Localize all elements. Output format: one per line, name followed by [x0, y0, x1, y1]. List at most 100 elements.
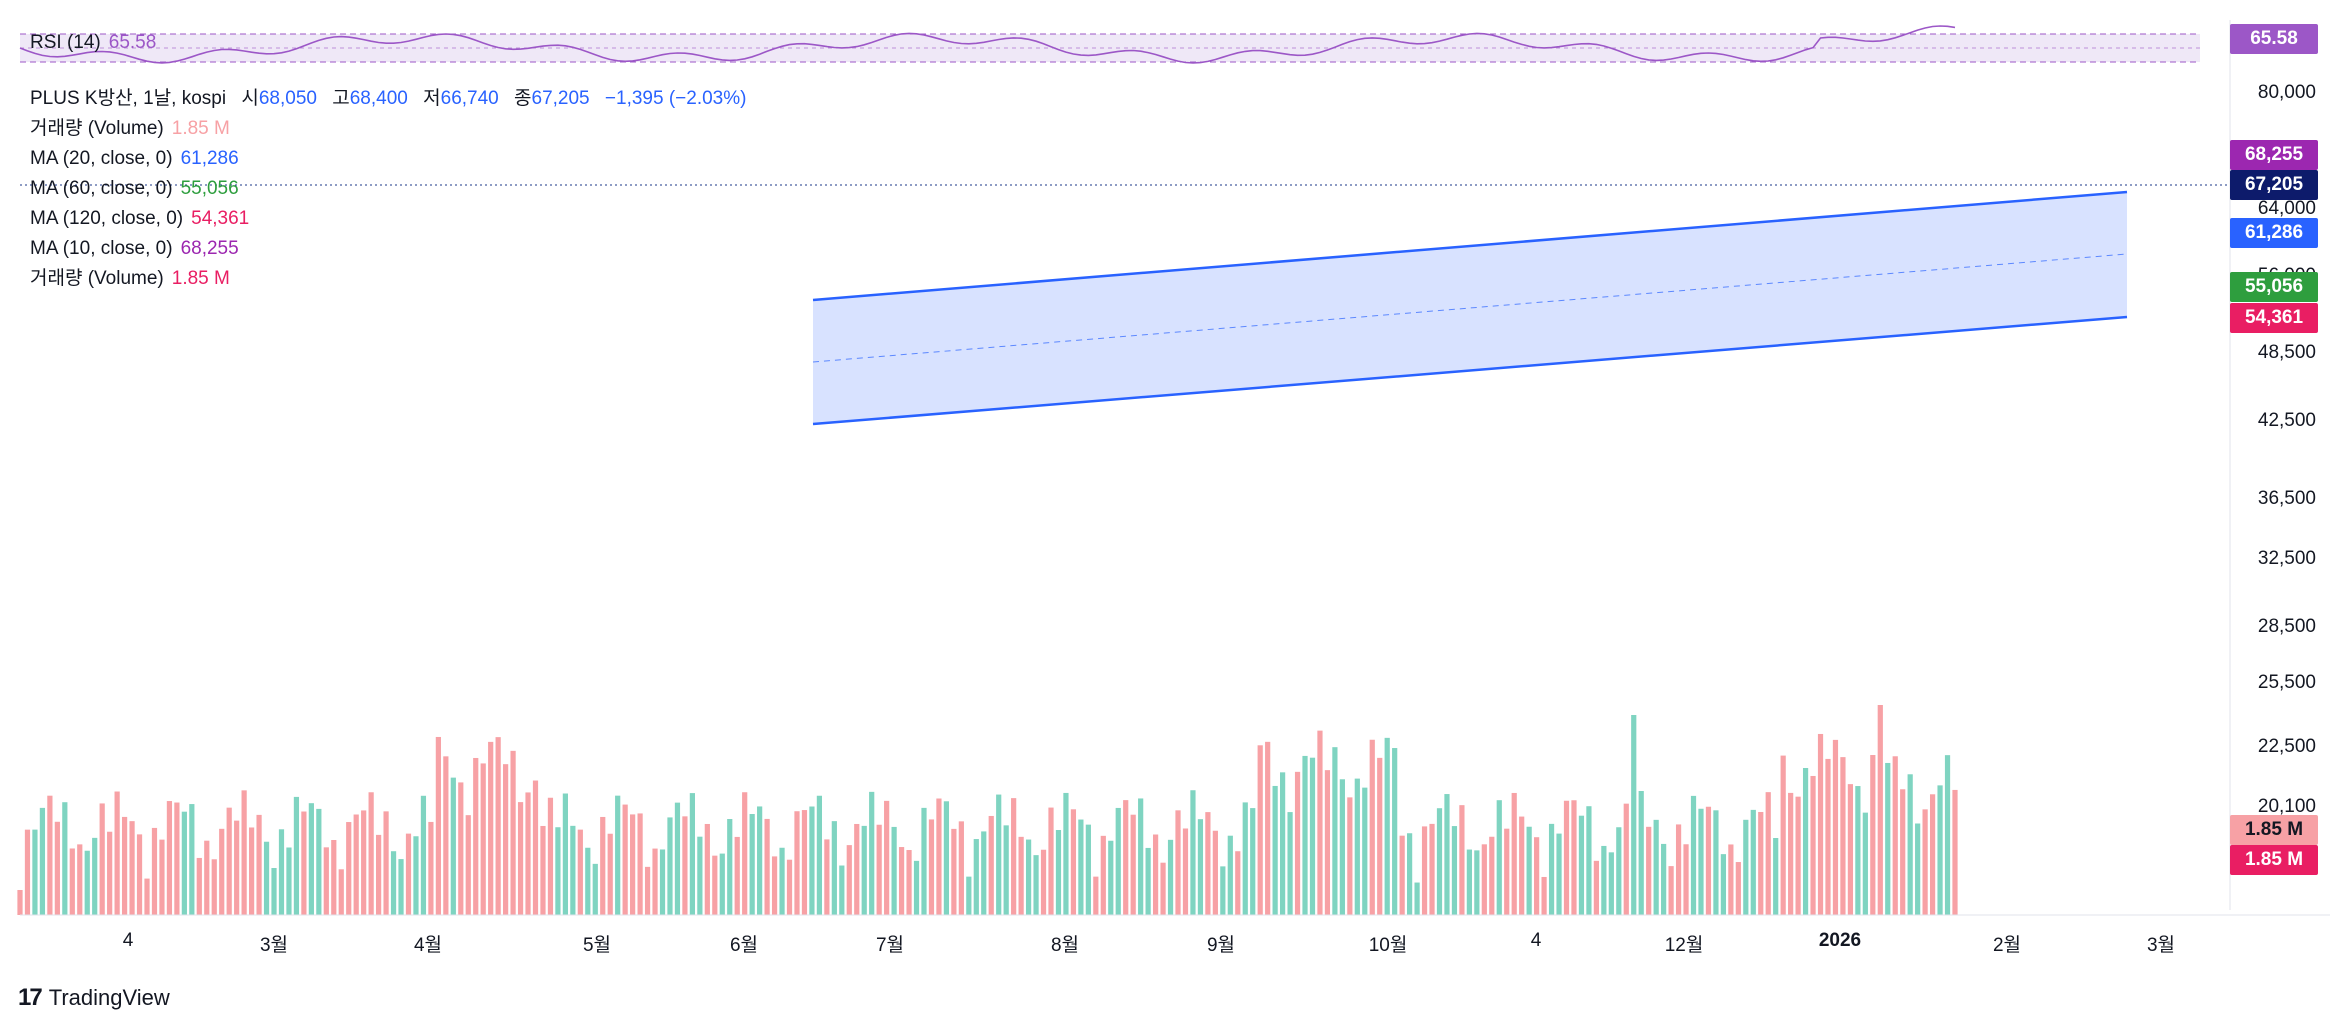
indicator-ma-120[interactable]: MA (120, close, 0) 54,361	[30, 204, 746, 234]
volume-bar	[592, 863, 598, 915]
volume-bar	[405, 833, 412, 915]
volume-bar	[1250, 808, 1256, 915]
indicator-label: MA (20, close, 0)	[30, 148, 173, 169]
volume-bar	[316, 808, 322, 915]
volume-bar	[981, 831, 987, 915]
indicator-ma-10[interactable]: MA (10, close, 0) 68,255	[30, 234, 746, 264]
volume-bar	[1810, 775, 1816, 915]
indicator-label: 거래량 (Volume)	[30, 118, 164, 139]
volume-bar	[958, 821, 964, 915]
volume-bar	[435, 736, 441, 915]
indicator-volume-1[interactable]: 거래량 (Volume) 1.85 M	[30, 114, 746, 144]
volume-bar	[144, 878, 150, 915]
volume-bar	[622, 804, 628, 915]
volume-bar	[570, 825, 576, 915]
volume-bar	[719, 853, 725, 915]
time-tick: 3월	[2146, 935, 2176, 956]
volume-bar	[1496, 800, 1502, 915]
volume-bar	[1257, 745, 1263, 915]
volume-bar	[966, 876, 972, 915]
volume-bar	[1085, 824, 1091, 915]
volume-bar	[204, 840, 210, 915]
volume-bar	[1466, 849, 1472, 915]
volume-bar	[1735, 862, 1741, 915]
volume-bar	[607, 833, 613, 915]
volume-bar	[1489, 836, 1495, 915]
volume-bar	[794, 811, 800, 915]
volume-bar	[458, 782, 464, 915]
volume-bar	[1362, 787, 1368, 915]
volume-bar	[129, 821, 135, 915]
volume-bar	[1847, 784, 1854, 915]
volume-bar	[39, 807, 46, 915]
volume-bar	[99, 803, 105, 915]
indicator-volume-2[interactable]: 거래량 (Volume) 1.85 M	[30, 264, 746, 294]
volume-bar	[1870, 755, 1876, 915]
volume-bar	[637, 813, 643, 915]
indicator-value: 61,286	[180, 148, 239, 169]
volume-bar	[1952, 789, 1958, 915]
volume-bar	[196, 857, 202, 915]
volume-bar	[1070, 809, 1077, 915]
volume-bar	[1616, 827, 1622, 915]
volume-bar	[973, 839, 979, 915]
price-tick: 20,100	[2257, 796, 2316, 817]
indicator-ma-20[interactable]: MA (20, close, 0) 61,286	[30, 144, 746, 174]
volume-bar	[996, 794, 1002, 915]
volume-bar	[151, 827, 158, 915]
volume-bar	[1915, 823, 1921, 915]
volume-bar	[1369, 739, 1375, 915]
volume-bar	[1354, 778, 1360, 915]
time-tick: 4	[1530, 930, 1542, 951]
volume-bar	[1504, 828, 1510, 915]
indicator-ma-60[interactable]: MA (60, close, 0) 55,056	[30, 174, 746, 204]
volume-bar	[1220, 866, 1226, 915]
volume-value-badge: 1.85 M	[2230, 815, 2318, 845]
volume-bar	[166, 801, 173, 915]
volume-bar	[1892, 756, 1898, 915]
volume-bar	[443, 756, 449, 915]
volume-bar	[1324, 770, 1331, 915]
close-value: 67,205	[531, 88, 590, 109]
volume-bar	[1631, 715, 1637, 915]
volume-bar	[846, 845, 852, 915]
volume-bar	[1900, 789, 1906, 915]
volume-bar	[1720, 854, 1727, 915]
volume-bar	[1855, 786, 1861, 915]
volume-bar	[1773, 838, 1779, 915]
volume-bar	[1033, 855, 1039, 915]
volume-bar	[757, 806, 763, 915]
volume-bar	[1571, 800, 1577, 915]
volume-bar	[555, 827, 561, 915]
volume-bar	[854, 823, 860, 915]
volume-bar	[323, 847, 329, 915]
volume-bar	[1339, 779, 1345, 915]
volume-bar	[338, 869, 344, 915]
price-tick: 32,500	[2257, 548, 2316, 569]
volume-bar	[473, 757, 479, 915]
volume-bar	[1713, 810, 1719, 915]
volume-bar	[951, 828, 957, 915]
low-label: 저	[423, 88, 441, 109]
volume-bar	[1392, 748, 1398, 915]
volume-bar	[248, 827, 255, 915]
price-tick: 25,500	[2257, 672, 2316, 693]
channel-upper-line[interactable]	[812, 190, 2128, 302]
volume-bar	[1138, 798, 1144, 915]
volume-bar	[47, 795, 53, 915]
channel-lower-line[interactable]	[812, 315, 2128, 426]
volume-bar	[1018, 836, 1024, 915]
volume-bar	[1459, 805, 1465, 915]
volume-bar	[495, 737, 501, 915]
volume-bar	[1175, 810, 1181, 915]
ma60-value-badge: 55,056	[2230, 272, 2318, 302]
volume-bar	[346, 822, 352, 915]
volume-bar	[734, 836, 740, 915]
volume-bar	[1586, 806, 1592, 915]
tradingview-logo[interactable]: 17 TradingView	[18, 984, 170, 1012]
volume-bar	[1347, 797, 1353, 915]
volume-bar	[181, 811, 187, 915]
volume-bar	[84, 850, 90, 915]
parallel-channel[interactable]	[812, 190, 2128, 426]
